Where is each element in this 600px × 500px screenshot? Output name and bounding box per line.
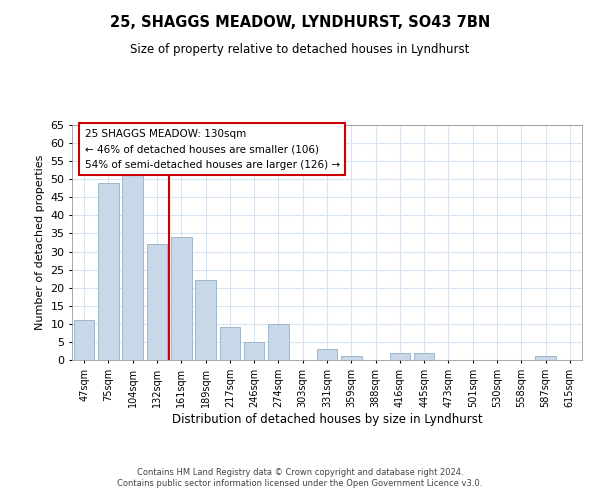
Bar (317, 349, 337, 360)
Bar (341, 356, 362, 360)
Text: 25, SHAGGS MEADOW, LYNDHURST, SO43 7BN: 25, SHAGGS MEADOW, LYNDHURST, SO43 7BN (110, 15, 490, 30)
Bar (195, 280, 216, 360)
Text: Contains HM Land Registry data © Crown copyright and database right 2024.
Contai: Contains HM Land Registry data © Crown c… (118, 468, 482, 487)
Y-axis label: Number of detached properties: Number of detached properties (35, 155, 44, 330)
Bar (535, 356, 556, 360)
Bar (74, 320, 94, 360)
Bar (414, 353, 434, 360)
Bar (389, 353, 410, 360)
X-axis label: Distribution of detached houses by size in Lyndhurst: Distribution of detached houses by size … (172, 412, 482, 426)
Bar (220, 328, 240, 360)
Bar (171, 237, 191, 360)
Text: Size of property relative to detached houses in Lyndhurst: Size of property relative to detached ho… (130, 42, 470, 56)
Bar (98, 183, 119, 360)
Bar (268, 324, 289, 360)
Bar (146, 244, 167, 360)
Bar (122, 172, 143, 360)
Text: 25 SHAGGS MEADOW: 130sqm
← 46% of detached houses are smaller (106)
54% of semi-: 25 SHAGGS MEADOW: 130sqm ← 46% of detach… (85, 128, 340, 170)
Bar (244, 342, 265, 360)
